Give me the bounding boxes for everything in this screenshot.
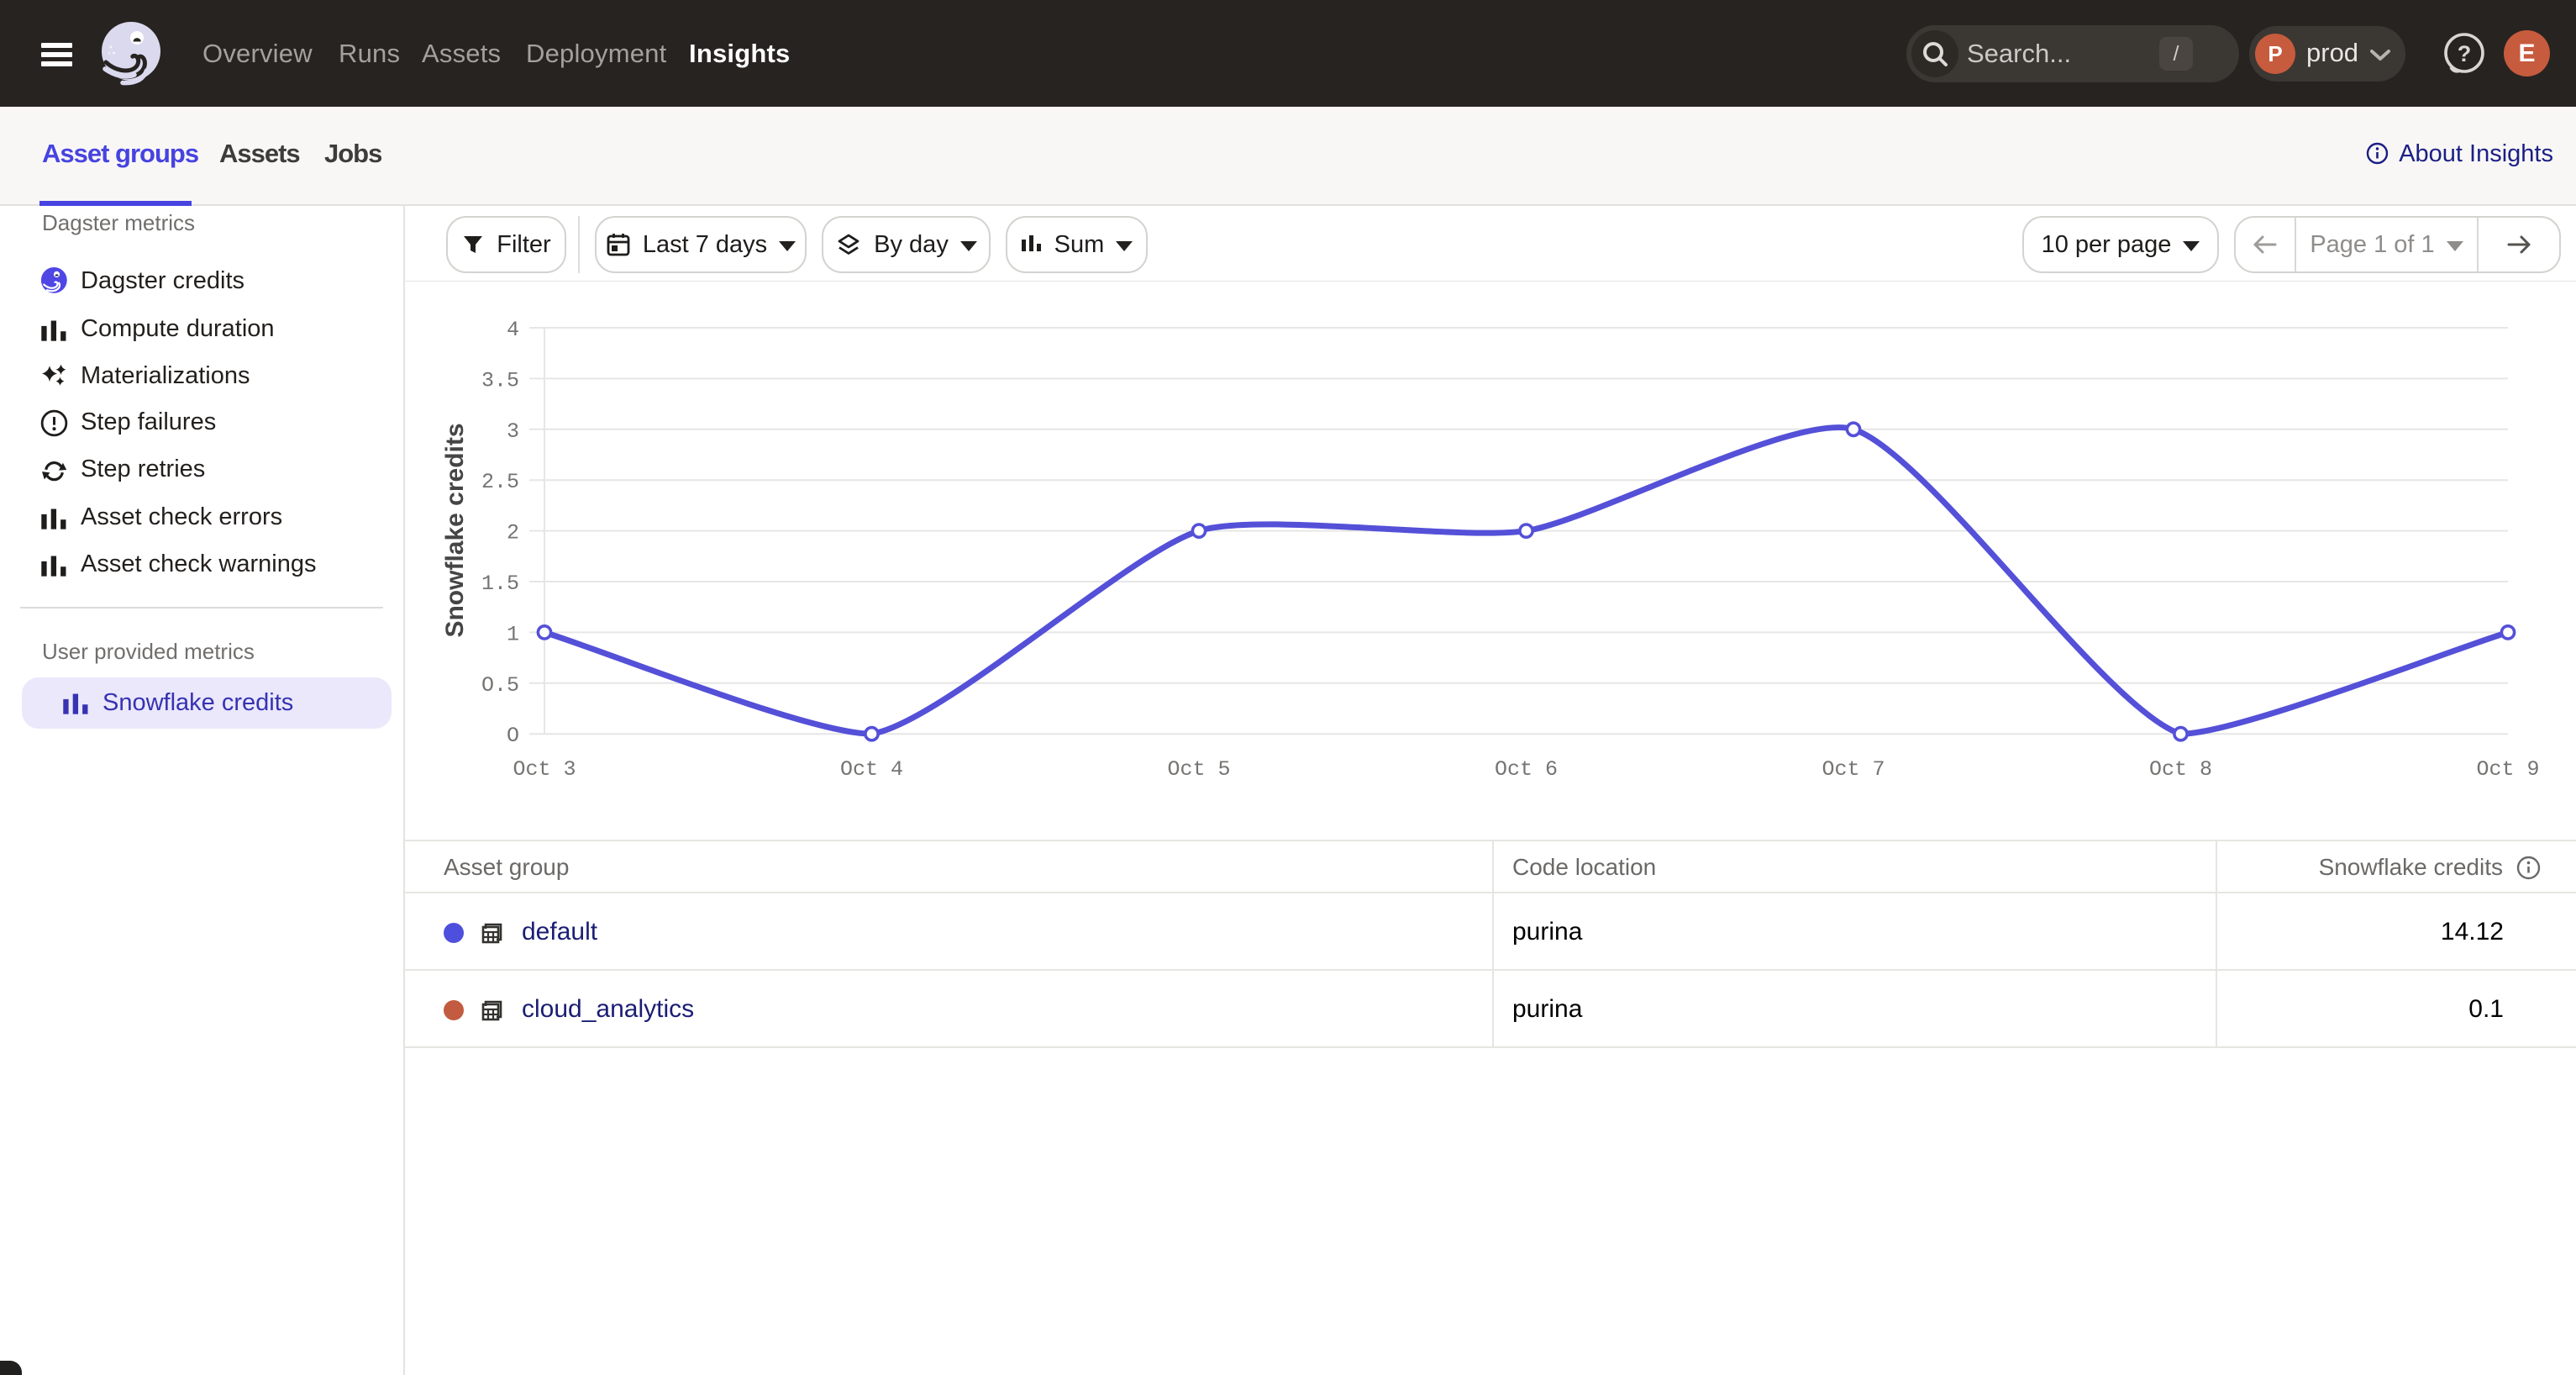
svg-text:Oct 4: Oct 4 [840,757,903,782]
svg-text:Oct 3: Oct 3 [513,757,576,782]
svg-text:Oct 9: Oct 9 [2476,757,2539,782]
svg-text:Oct 7: Oct 7 [1822,757,1885,782]
svg-text:2: 2 [507,521,519,545]
svg-text:Oct 6: Oct 6 [1495,757,1558,782]
svg-text:O: O [507,724,519,748]
svg-text:4: 4 [507,318,519,342]
svg-text:?: ? [2458,41,2472,66]
svg-text:Oct 8: Oct 8 [2149,757,2212,782]
svg-text:2.5: 2.5 [481,470,519,494]
svg-text:1: 1 [507,622,519,646]
svg-text:3: 3 [507,419,519,444]
svg-text:3.5: 3.5 [481,368,519,392]
svg-text:Snowflake credits: Snowflake credits [441,423,469,637]
svg-text:1.5: 1.5 [481,572,519,596]
svg-text:O.5: O.5 [481,673,519,698]
svg-text:Oct 5: Oct 5 [1167,757,1230,782]
